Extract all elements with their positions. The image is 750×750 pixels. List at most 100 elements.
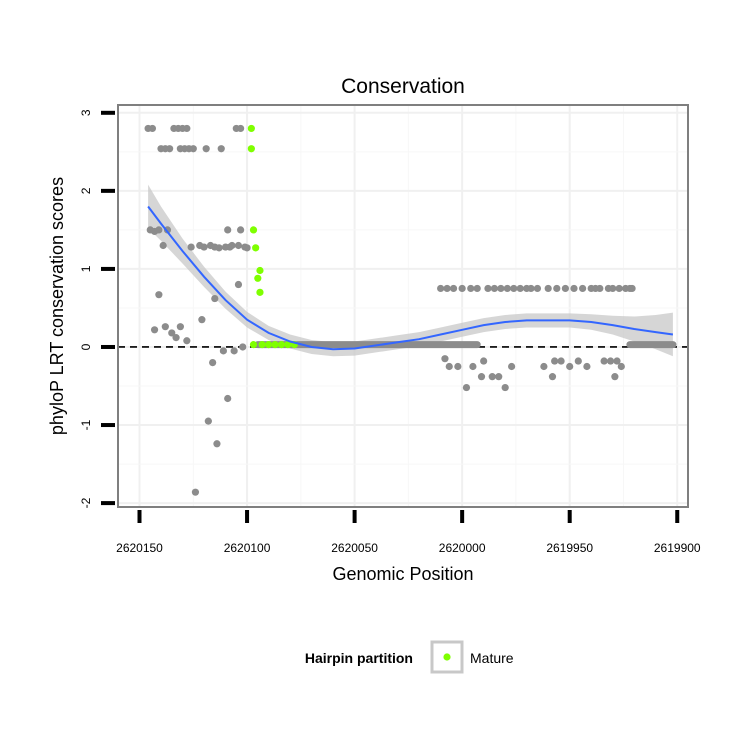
other-point <box>561 284 569 293</box>
other-point <box>508 362 516 371</box>
x-axis-ticks: 2620150 2620100 2620050 2620000 2619950 26199… <box>116 510 701 555</box>
other-point <box>628 284 636 293</box>
other-point <box>183 337 191 345</box>
x-tick-label-5: 2619900 <box>654 541 701 555</box>
mature-point <box>277 341 286 349</box>
other-point <box>488 373 496 381</box>
y-tick-label-2: 1 <box>79 265 93 272</box>
other-point <box>600 357 608 365</box>
other-point <box>583 362 591 371</box>
other-point <box>217 145 225 153</box>
y-tick-label-4: -1 <box>79 419 93 430</box>
other-point <box>445 362 453 371</box>
mature-point <box>247 145 255 153</box>
other-point <box>540 362 548 371</box>
other-point <box>148 124 157 133</box>
y-tick-label-0: 3 <box>79 109 93 116</box>
mature-point <box>256 288 264 296</box>
other-point <box>579 284 587 293</box>
other-point <box>570 284 578 293</box>
other-point <box>596 284 604 293</box>
other-point <box>484 284 492 293</box>
other-point <box>191 488 200 496</box>
other-point <box>606 357 615 365</box>
mature-points-layer <box>247 124 298 349</box>
other-point <box>150 326 159 334</box>
other-point <box>202 145 210 153</box>
smooth-line <box>147 205 674 351</box>
other-point <box>503 284 511 293</box>
other-point <box>209 358 217 367</box>
other-point <box>617 362 625 371</box>
other-point <box>477 373 486 381</box>
mature-point <box>284 341 292 349</box>
other-point <box>553 284 561 293</box>
other-point <box>172 334 180 342</box>
mature-point <box>247 124 255 133</box>
x-tick-label-3: 2620000 <box>439 541 486 555</box>
other-point <box>237 226 245 234</box>
other-point <box>161 323 169 331</box>
grid-lines <box>118 105 688 507</box>
other-point <box>159 241 167 250</box>
other-point <box>243 244 251 252</box>
other-point <box>462 383 471 392</box>
legend-label-mature: Mature <box>470 650 514 666</box>
other-point <box>548 373 557 381</box>
other-point <box>497 284 505 293</box>
other-point <box>454 362 462 371</box>
other-point <box>501 383 509 392</box>
plot-panel-border <box>117 104 689 508</box>
other-point <box>437 284 445 293</box>
other-point <box>200 243 208 251</box>
smooth-line-layer <box>147 205 674 351</box>
x-axis-label: Genomic Position <box>332 564 473 584</box>
other-point <box>574 357 582 365</box>
other-point <box>230 347 238 355</box>
mature-point <box>256 266 264 275</box>
other-point <box>609 284 617 293</box>
other-point <box>204 417 212 425</box>
legend-key-mature-point <box>443 653 451 661</box>
other-point <box>480 357 488 365</box>
other-point <box>155 291 163 299</box>
other-point <box>183 124 191 133</box>
other-point <box>211 294 219 303</box>
x-tick-label-0: 2620150 <box>116 541 163 555</box>
other-point <box>615 284 623 293</box>
other-point <box>533 284 542 293</box>
x-tick-label-1: 2620100 <box>224 541 271 555</box>
y-axis-ticks: 3 2 1 0 -1 -2 <box>79 109 115 508</box>
mature-point <box>258 341 266 349</box>
other-point <box>527 284 535 293</box>
chart-title: Conservation <box>341 75 465 98</box>
y-tick-label-1: 2 <box>79 187 93 194</box>
legend-title: Hairpin partition <box>305 650 413 666</box>
other-point <box>239 343 247 351</box>
other-point <box>215 244 223 252</box>
other-point <box>557 357 565 365</box>
other-point <box>155 226 163 234</box>
mature-point <box>252 244 260 252</box>
other-point <box>234 241 243 250</box>
other-point <box>187 243 195 251</box>
other-point <box>189 145 197 153</box>
other-point <box>611 373 619 381</box>
other-point <box>510 284 518 293</box>
other-point <box>234 280 243 289</box>
mature-point <box>271 341 279 349</box>
y-tick-label-5: -2 <box>79 497 93 508</box>
other-point <box>566 362 574 371</box>
y-axis-label: phyloP LRT conservation scores <box>47 177 67 435</box>
legend: Hairpin partition Mature <box>305 640 514 674</box>
other-point <box>224 226 232 234</box>
other-point <box>166 145 174 153</box>
other-point <box>613 357 621 365</box>
y-tick-label-3: 0 <box>79 343 93 350</box>
other-point <box>458 284 466 293</box>
mature-point <box>254 274 262 282</box>
other-point <box>495 373 503 381</box>
other-points-layer <box>144 124 677 496</box>
other-point <box>176 323 184 331</box>
